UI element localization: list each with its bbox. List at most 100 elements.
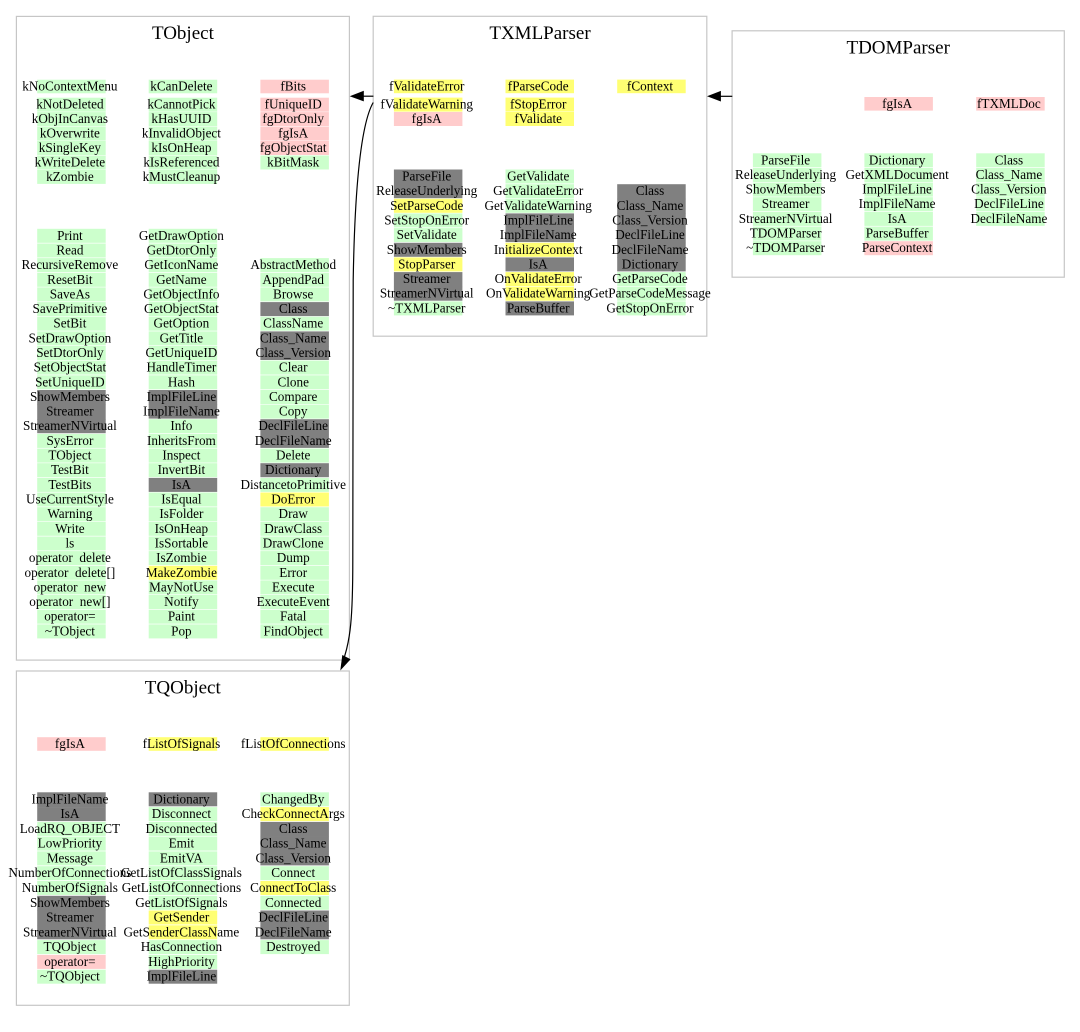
svg-text:ParseBuffer: ParseBuffer	[507, 300, 570, 315]
svg-text:operator delete: operator delete	[29, 550, 111, 565]
svg-text:Disconnect: Disconnect	[152, 806, 212, 821]
svg-text:TObject: TObject	[48, 448, 91, 463]
svg-text:TXMLParser: TXMLParser	[489, 23, 591, 44]
svg-text:DeclFileLine: DeclFileLine	[615, 227, 685, 242]
svg-text:Streamer: Streamer	[403, 271, 451, 286]
svg-text:fListOfConnections: fListOfConnections	[241, 736, 346, 751]
svg-text:~TQObject: ~TQObject	[40, 969, 100, 984]
svg-text:DeclFileName: DeclFileName	[255, 433, 332, 448]
svg-text:fValidate: fValidate	[514, 111, 562, 126]
svg-text:Streamer: Streamer	[46, 910, 94, 925]
svg-text:StreamerNVirtual: StreamerNVirtual	[23, 418, 117, 433]
svg-text:GetDrawOption: GetDrawOption	[139, 228, 224, 243]
svg-text:GetValidate: GetValidate	[507, 169, 569, 184]
svg-text:Class: Class	[995, 152, 1024, 167]
svg-text:Execute: Execute	[272, 579, 315, 594]
svg-text:SetStopOnError: SetStopOnError	[384, 212, 470, 227]
svg-text:SetParseCode: SetParseCode	[390, 198, 463, 213]
svg-text:ImplFileLine: ImplFileLine	[147, 389, 217, 404]
svg-text:kHasUUID: kHasUUID	[151, 111, 211, 126]
svg-text:IsEqual: IsEqual	[161, 492, 202, 507]
svg-text:fContext: fContext	[627, 79, 673, 94]
svg-text:~TXMLParser: ~TXMLParser	[388, 300, 466, 315]
svg-text:GetParseCode: GetParseCode	[612, 271, 688, 286]
svg-text:DistancetoPrimitive: DistancetoPrimitive	[240, 477, 346, 492]
svg-text:InheritsFrom: InheritsFrom	[147, 433, 217, 448]
svg-text:InvertBit: InvertBit	[158, 462, 206, 477]
svg-text:SetBit: SetBit	[53, 316, 86, 331]
svg-text:TestBit: TestBit	[51, 462, 89, 477]
svg-text:GetDtorOnly: GetDtorOnly	[147, 243, 217, 258]
svg-text:kBitMask: kBitMask	[267, 155, 319, 170]
svg-text:ImplFileLine: ImplFileLine	[503, 212, 573, 227]
svg-text:Connected: Connected	[265, 895, 322, 910]
svg-text:ShowMembers: ShowMembers	[30, 389, 110, 404]
svg-text:ClassName: ClassName	[263, 316, 323, 331]
svg-text:Delete: Delete	[276, 448, 311, 463]
svg-text:fTXMLDoc: fTXMLDoc	[977, 96, 1041, 111]
svg-text:TQObject: TQObject	[44, 939, 97, 954]
svg-text:RecursiveRemove: RecursiveRemove	[22, 257, 119, 272]
svg-text:fValidateError: fValidateError	[389, 79, 465, 94]
svg-text:Emit: Emit	[169, 836, 195, 851]
svg-text:Message: Message	[47, 850, 93, 865]
svg-text:IsA: IsA	[60, 806, 80, 821]
svg-text:GetUniqueID: GetUniqueID	[146, 345, 218, 360]
svg-text:kObjInCanvas: kObjInCanvas	[32, 111, 108, 126]
svg-text:ls: ls	[66, 536, 75, 551]
svg-text:Class_Version: Class_Version	[971, 182, 1047, 197]
svg-text:LowPriority: LowPriority	[38, 836, 103, 851]
svg-text:GetSenderClassName: GetSenderClassName	[124, 924, 240, 939]
svg-text:SetUniqueID: SetUniqueID	[35, 374, 105, 389]
svg-text:FindObject: FindObject	[264, 623, 324, 638]
svg-text:TestBits: TestBits	[48, 477, 91, 492]
svg-text:IsA: IsA	[529, 256, 549, 271]
svg-text:GetName: GetName	[156, 272, 207, 287]
svg-text:Class_Name: Class_Name	[260, 836, 327, 851]
svg-text:Pop: Pop	[171, 623, 192, 638]
svg-text:Compare: Compare	[269, 389, 317, 404]
svg-text:UseCurrentStyle: UseCurrentStyle	[26, 492, 114, 507]
svg-text:ImplFileName: ImplFileName	[143, 404, 220, 419]
svg-text:GetStopOnError: GetStopOnError	[606, 300, 694, 315]
svg-text:ReleaseUnderlying: ReleaseUnderlying	[376, 183, 477, 198]
svg-text:DeclFileName: DeclFileName	[255, 924, 332, 939]
svg-text:DeclFileLine: DeclFileLine	[258, 910, 328, 925]
svg-text:operator=: operator=	[44, 954, 95, 969]
svg-text:Class_Name: Class_Name	[260, 330, 327, 345]
svg-text:Error: Error	[279, 565, 307, 580]
svg-text:MayNotUse: MayNotUse	[149, 579, 214, 594]
svg-text:GetObjectStat: GetObjectStat	[144, 301, 219, 316]
svg-text:ShowMembers: ShowMembers	[746, 182, 826, 197]
svg-text:Class_Name: Class_Name	[617, 198, 684, 213]
svg-text:IsZombie: IsZombie	[156, 550, 207, 565]
svg-text:fgIsA: fgIsA	[55, 736, 86, 751]
svg-text:GetListOfConnections: GetListOfConnections	[122, 880, 241, 895]
svg-text:GetSender: GetSender	[154, 910, 210, 925]
svg-text:kNotDeleted: kNotDeleted	[36, 97, 104, 112]
svg-text:ImplFileName: ImplFileName	[31, 791, 108, 806]
svg-text:DrawClass: DrawClass	[264, 521, 322, 536]
svg-text:MakeZombie: MakeZombie	[146, 565, 217, 580]
svg-text:SetDtorOnly: SetDtorOnly	[36, 345, 104, 360]
svg-text:Dictionary: Dictionary	[869, 152, 926, 167]
svg-text:ConnectToClass: ConnectToClass	[250, 880, 336, 895]
svg-text:GetListOfClassSignals: GetListOfClassSignals	[121, 865, 242, 880]
svg-text:kMustCleanup: kMustCleanup	[143, 169, 221, 184]
svg-text:GetParseCodeMessage: GetParseCodeMessage	[589, 286, 711, 301]
svg-text:LoadRQ_OBJECT: LoadRQ_OBJECT	[20, 821, 120, 836]
svg-text:TQObject: TQObject	[145, 678, 222, 699]
svg-text:ResetBit: ResetBit	[47, 272, 93, 287]
svg-text:InitializeContext: InitializeContext	[494, 242, 583, 257]
svg-text:Write: Write	[55, 521, 85, 536]
svg-text:Paint: Paint	[168, 609, 195, 624]
svg-text:Class: Class	[279, 821, 308, 836]
svg-text:kCanDelete: kCanDelete	[150, 79, 212, 94]
svg-text:TDOMParser: TDOMParser	[750, 226, 822, 241]
svg-text:ParseBuffer: ParseBuffer	[866, 226, 929, 241]
svg-text:GetIconName: GetIconName	[144, 257, 218, 272]
svg-text:TObject: TObject	[152, 23, 215, 44]
svg-text:fgIsA: fgIsA	[412, 111, 443, 126]
svg-text:GetOption: GetOption	[154, 316, 210, 331]
svg-text:Inspect: Inspect	[162, 448, 200, 463]
